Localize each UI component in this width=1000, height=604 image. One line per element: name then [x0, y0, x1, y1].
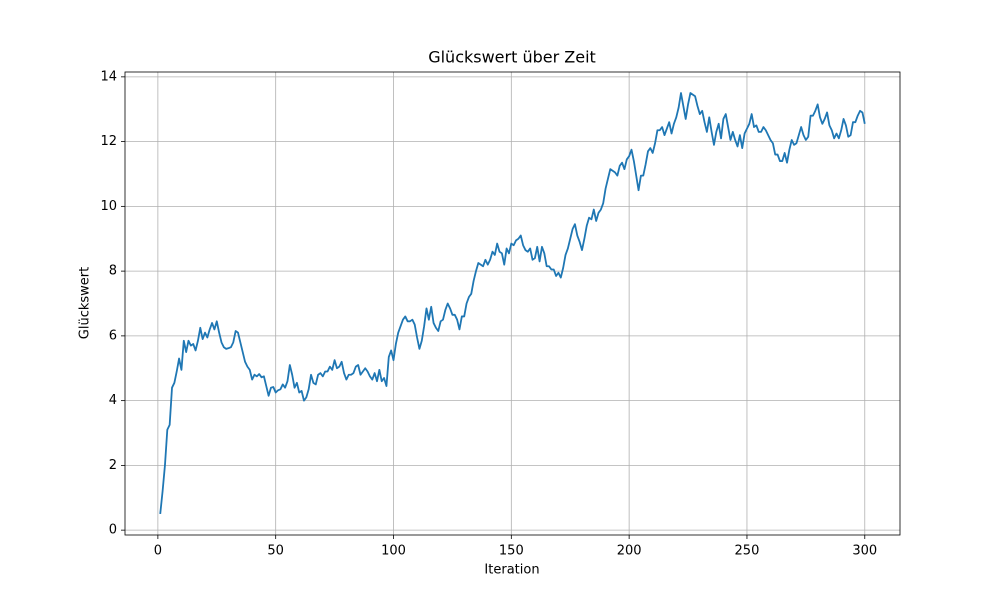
x-tick-label: 250 — [735, 544, 760, 559]
y-tick-label: 2 — [109, 458, 117, 473]
y-tick-label: 10 — [100, 199, 117, 214]
x-tick-label: 300 — [852, 544, 877, 559]
chart-title: Glückswert über Zeit — [428, 48, 596, 67]
y-tick-label: 8 — [109, 264, 117, 279]
y-tick-label: 6 — [109, 328, 117, 343]
data-line — [159, 92, 866, 515]
plot-frame — [124, 71, 901, 536]
y-axis-label: Glückswert — [78, 267, 93, 339]
x-tick-label: 100 — [381, 544, 406, 559]
y-tick-label: 14 — [100, 69, 117, 84]
x-tick-label: 150 — [499, 544, 524, 559]
x-tick-label: 0 — [154, 544, 162, 559]
x-axis-label: Iteration — [484, 563, 539, 578]
y-tick-label: 12 — [100, 134, 117, 149]
x-tick-label: 200 — [617, 544, 642, 559]
y-tick-label: 0 — [109, 523, 117, 538]
y-tick-label: 4 — [109, 393, 117, 408]
x-tick-label: 50 — [267, 544, 284, 559]
